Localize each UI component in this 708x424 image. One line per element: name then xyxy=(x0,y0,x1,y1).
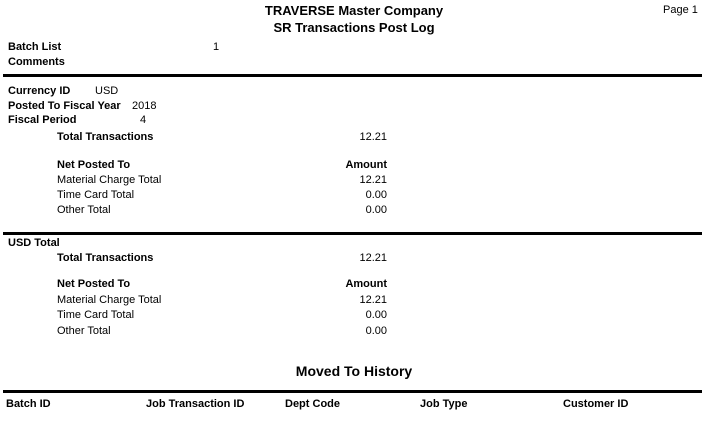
fiscal-year-value: 2018 xyxy=(132,100,157,112)
usd-total-transactions-value: 12.21 xyxy=(359,252,387,264)
batch-list-value: 1 xyxy=(213,41,220,53)
net-posted-to-header: Net Posted To xyxy=(57,159,131,171)
fiscal-period-value: 4 xyxy=(140,114,147,126)
currency-id-label: Currency ID xyxy=(8,85,71,97)
batch-list-label: Batch List xyxy=(8,41,62,53)
time-card-total-value: 0.00 xyxy=(365,189,387,201)
company-title: TRAVERSE Master Company xyxy=(264,3,444,18)
usd-other-total-value: 0.00 xyxy=(365,325,387,337)
usd-time-card-total-label: Time Card Total xyxy=(57,309,135,321)
usd-time-card-total-value: 0.00 xyxy=(365,309,387,321)
report-title: SR Transactions Post Log xyxy=(273,20,435,35)
usd-total-transactions-label: Total Transactions xyxy=(57,252,154,264)
column-header-dept-code: Dept Code xyxy=(285,398,340,410)
total-transactions-value: 12.21 xyxy=(359,131,387,143)
usd-amount-header: Amount xyxy=(345,278,387,290)
column-header-batch-id: Batch ID xyxy=(6,398,51,410)
currency-id-value: USD xyxy=(95,85,119,97)
usd-material-charge-total-value: 12.21 xyxy=(359,294,387,306)
fiscal-year-label: Posted To Fiscal Year xyxy=(8,100,121,112)
material-charge-total-label: Material Charge Total xyxy=(57,174,162,186)
usd-net-posted-to-header: Net Posted To xyxy=(57,278,131,290)
column-header-job-transaction-id: Job Transaction ID xyxy=(146,398,245,410)
amount-header: Amount xyxy=(345,159,387,171)
divider-history xyxy=(3,390,702,393)
page-number: Page 1 xyxy=(663,4,698,16)
moved-to-history-title: Moved To History xyxy=(295,363,413,379)
total-transactions-label: Total Transactions xyxy=(57,131,154,143)
material-charge-total-value: 12.21 xyxy=(359,174,387,186)
usd-total-title: USD Total xyxy=(8,237,60,249)
divider-usd-total xyxy=(3,232,702,235)
usd-other-total-label: Other Total xyxy=(57,325,111,337)
comments-label: Comments xyxy=(8,56,65,68)
column-header-job-type: Job Type xyxy=(420,398,468,410)
fiscal-period-label: Fiscal Period xyxy=(8,114,77,126)
column-header-customer-id: Customer ID xyxy=(563,398,629,410)
divider-top xyxy=(3,74,702,77)
other-total-label: Other Total xyxy=(57,204,111,216)
usd-material-charge-total-label: Material Charge Total xyxy=(57,294,162,306)
other-total-value: 0.00 xyxy=(365,204,387,216)
time-card-total-label: Time Card Total xyxy=(57,189,135,201)
